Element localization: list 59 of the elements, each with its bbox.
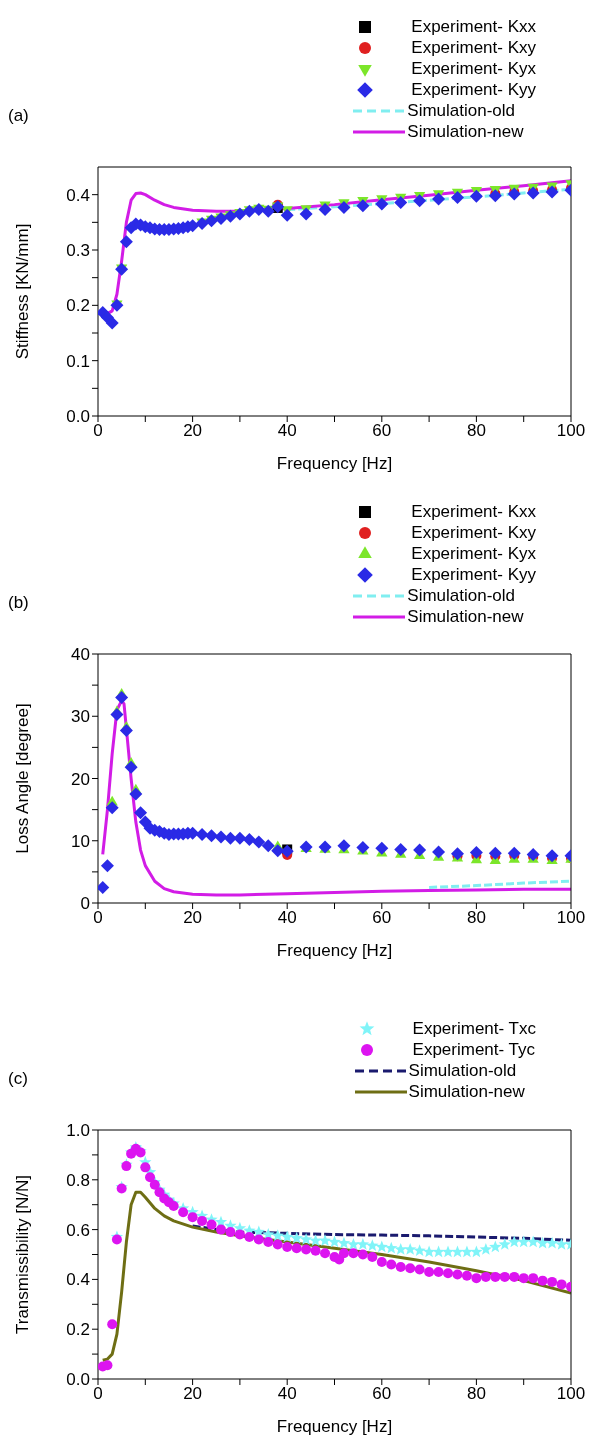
x-tick-label: 60 [372,908,392,928]
legend-label: Experiment- Kyx [411,58,536,79]
y-tick-label: 0.3 [66,241,90,261]
x-tick-label: 80 [466,1384,486,1404]
x-tick-label: 100 [556,1384,586,1404]
y-axis-title: Transmissibility [N/N] [13,1175,33,1334]
y-tick-label: 20 [71,769,90,789]
y-tick-label: 0.0 [66,407,90,427]
x-tick-label: 0 [93,1384,103,1404]
x-axis-title: Frequency [Hz] [276,1417,393,1436]
legend-label: Simulation-new [408,1081,525,1102]
y-tick-label: 0.4 [66,185,90,205]
y-axis-title: Stiffness [KN/mm] [13,223,33,360]
legend-label: Experiment- Kyy [411,79,536,100]
x-tick-label: 80 [466,908,486,928]
legend-label: Experiment- Kxy [411,37,536,58]
legend-label: Simulation-old [408,1060,517,1081]
legend-label: Simulation-old [407,100,516,121]
x-tick-label: 40 [277,1384,297,1404]
y-tick-label: 0.2 [66,296,90,316]
y-tick-label: 10 [71,831,90,851]
x-axis-title: Frequency [Hz] [276,454,393,473]
legend-label: Experiment- Tyc [412,1039,536,1060]
chart-title: (a) [8,106,29,126]
y-tick-label: 0.8 [66,1170,90,1190]
y-tick-label: 0.4 [66,1270,90,1290]
x-tick-label: 20 [183,1384,203,1404]
legend-label: Simulation-new [407,606,524,627]
x-tick-label: 40 [277,421,297,441]
y-tick-label: 1.0 [66,1121,90,1141]
y-axis-title: Loss Angle [degree] [13,703,33,854]
legend-label: Experiment- Kyx [411,543,536,564]
legend-label: Simulation-new [407,121,524,142]
y-tick-label: 30 [71,707,90,727]
x-tick-label: 20 [183,421,203,441]
legend-label: Simulation-old [407,585,516,606]
legend-label: Experiment- Kxx [411,501,536,522]
x-tick-label: 20 [183,908,203,928]
legend-label: Experiment- Kyy [411,564,536,585]
legend-label: Experiment- Kxx [411,16,536,37]
y-tick-label: 0.2 [66,1320,90,1340]
y-tick-label: 40 [71,645,90,665]
x-tick-label: 100 [556,908,586,928]
x-tick-label: 0 [93,908,103,928]
legend-label: Experiment- Kxy [411,522,536,543]
y-tick-label: 0.1 [66,351,90,371]
legend-label: Experiment- Txc [412,1018,536,1039]
y-tick-label: 0 [80,894,90,914]
x-tick-label: 60 [372,1384,392,1404]
chart-title: (b) [8,593,29,613]
chart-title: (c) [8,1069,28,1089]
y-tick-label: 0.6 [66,1220,90,1240]
x-axis-title: Frequency [Hz] [276,941,393,960]
x-tick-label: 60 [372,421,392,441]
x-tick-label: 100 [556,421,586,441]
x-tick-label: 80 [466,421,486,441]
x-tick-label: 0 [93,421,103,441]
y-tick-label: 0.0 [66,1370,90,1390]
x-tick-label: 40 [277,908,297,928]
